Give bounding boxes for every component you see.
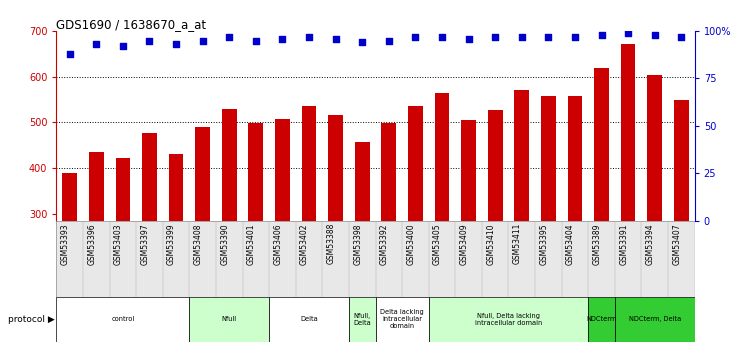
Point — [649, 32, 661, 38]
Text: GSM53407: GSM53407 — [672, 223, 681, 265]
Bar — [514, 90, 529, 345]
Text: GSM53402: GSM53402 — [300, 223, 309, 265]
Bar — [328, 115, 343, 345]
Point — [675, 34, 687, 40]
Bar — [349, 297, 376, 342]
Text: GSM53399: GSM53399 — [167, 223, 176, 265]
Bar — [647, 76, 662, 345]
Text: GSM53404: GSM53404 — [566, 223, 575, 265]
Bar — [56, 297, 189, 342]
Bar — [189, 297, 269, 342]
Text: GSM53393: GSM53393 — [61, 223, 70, 265]
Text: NDCterm, Delta: NDCterm, Delta — [629, 316, 681, 322]
Text: GSM53411: GSM53411 — [513, 223, 522, 265]
Text: GSM53398: GSM53398 — [353, 223, 362, 265]
Bar — [355, 142, 369, 345]
Bar — [615, 297, 695, 342]
Bar — [116, 158, 130, 345]
Bar — [461, 120, 476, 345]
Point — [197, 38, 209, 43]
Point — [383, 38, 395, 43]
Bar — [275, 119, 290, 345]
Point — [303, 34, 315, 40]
Bar — [195, 127, 210, 345]
Bar — [435, 93, 449, 345]
Point — [64, 51, 76, 57]
Text: GSM53395: GSM53395 — [539, 223, 548, 265]
Bar — [408, 107, 423, 345]
Text: GSM53406: GSM53406 — [273, 223, 282, 265]
Text: GSM53409: GSM53409 — [460, 223, 469, 265]
Text: Nfull,
Delta: Nfull, Delta — [353, 313, 371, 326]
Bar — [269, 297, 349, 342]
Bar — [594, 68, 609, 345]
Bar — [169, 154, 183, 345]
Text: GSM53391: GSM53391 — [619, 223, 628, 265]
Bar — [588, 297, 615, 342]
Point — [117, 43, 129, 49]
Text: GSM53408: GSM53408 — [194, 223, 203, 265]
Text: protocol ▶: protocol ▶ — [8, 315, 54, 324]
Text: GSM53400: GSM53400 — [406, 223, 415, 265]
Point — [542, 34, 554, 40]
Text: GSM53388: GSM53388 — [327, 223, 336, 265]
Text: GSM53397: GSM53397 — [140, 223, 149, 265]
Text: Nfull: Nfull — [222, 316, 237, 322]
Bar — [62, 173, 77, 345]
Bar — [89, 152, 104, 345]
Point — [90, 41, 102, 47]
Text: Nfull, Delta lacking
intracellular domain: Nfull, Delta lacking intracellular domai… — [475, 313, 542, 326]
Point — [596, 32, 608, 38]
Point — [489, 34, 501, 40]
Bar — [621, 44, 635, 345]
Point — [143, 38, 155, 43]
Bar — [382, 124, 396, 345]
Text: Delta: Delta — [300, 316, 318, 322]
Point — [330, 36, 342, 41]
Bar — [541, 97, 556, 345]
Text: GSM53401: GSM53401 — [247, 223, 256, 265]
Text: GSM53410: GSM53410 — [486, 223, 495, 265]
Point — [622, 30, 634, 36]
Text: control: control — [111, 316, 134, 322]
Text: GSM53396: GSM53396 — [87, 223, 96, 265]
Text: NDCterm: NDCterm — [587, 316, 617, 322]
Bar — [302, 107, 316, 345]
Point — [436, 34, 448, 40]
Text: GDS1690 / 1638670_a_at: GDS1690 / 1638670_a_at — [56, 18, 207, 31]
Text: GSM53403: GSM53403 — [114, 223, 123, 265]
Text: GSM53392: GSM53392 — [380, 223, 389, 265]
Text: GSM53389: GSM53389 — [593, 223, 602, 265]
Bar — [249, 124, 263, 345]
Text: GSM53390: GSM53390 — [220, 223, 229, 265]
Point — [569, 34, 581, 40]
Bar — [142, 132, 157, 345]
Text: GSM53405: GSM53405 — [433, 223, 442, 265]
Point — [276, 36, 288, 41]
Point — [356, 40, 368, 45]
Bar — [429, 297, 588, 342]
Point — [463, 36, 475, 41]
Bar — [376, 297, 429, 342]
Point — [250, 38, 262, 43]
Point — [223, 34, 235, 40]
Point — [170, 41, 182, 47]
Bar — [488, 110, 502, 345]
Text: GSM53394: GSM53394 — [646, 223, 655, 265]
Bar — [674, 100, 689, 345]
Bar — [568, 97, 582, 345]
Point — [516, 34, 528, 40]
Bar — [222, 109, 237, 345]
Text: Delta lacking
intracellular
domain: Delta lacking intracellular domain — [380, 309, 424, 329]
Point — [409, 34, 421, 40]
